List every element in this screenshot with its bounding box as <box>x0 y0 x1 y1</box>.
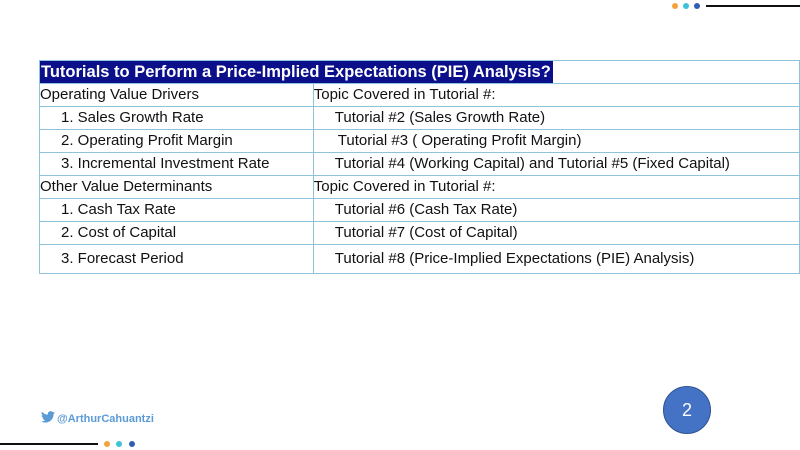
tutorial-reference: Tutorial #2 (Sales Growth Rate) <box>312 106 800 130</box>
section-heading: Operating Value Drivers <box>39 83 314 107</box>
section-heading-row: Other Value Determinants Topic Covered i… <box>39 175 800 199</box>
determinant-item: 1. Cash Tax Rate <box>39 198 314 222</box>
decoration-dot-blue <box>694 3 700 9</box>
column-heading: Topic Covered in Tutorial #: <box>312 83 800 107</box>
decoration-dot-cyan <box>116 441 122 447</box>
driver-item: 3. Incremental Investment Rate <box>39 152 314 176</box>
twitter-handle-text: @ArthurCahuantzi <box>57 412 154 425</box>
table-row: 2. Cost of Capital Tutorial #7 (Cost of … <box>39 221 800 245</box>
page-number: 2 <box>681 399 692 420</box>
determinant-item: 3. Forecast Period <box>39 244 314 274</box>
table-row: 3. Incremental Investment Rate Tutorial … <box>39 152 800 176</box>
bottom-decoration <box>0 440 140 448</box>
tutorial-reference: Tutorial #7 (Cost of Capital) <box>312 221 800 245</box>
page-number-badge: 2 <box>663 386 711 434</box>
section-heading: Other Value Determinants <box>39 175 314 199</box>
table-row: 1. Cash Tax Rate Tutorial #6 (Cash Tax R… <box>39 198 800 222</box>
decoration-dot-blue <box>129 441 135 447</box>
decoration-dot-orange <box>672 3 678 9</box>
column-heading: Topic Covered in Tutorial #: <box>312 175 800 199</box>
decoration-dot-cyan <box>683 3 689 9</box>
top-decoration <box>670 3 800 9</box>
table-title-cell: Tutorials to Perform a Price-Implied Exp… <box>39 60 800 84</box>
table-title-row: Tutorials to Perform a Price-Implied Exp… <box>39 60 800 84</box>
decoration-line <box>706 5 800 7</box>
determinant-item: 2. Cost of Capital <box>39 221 314 245</box>
twitter-handle[interactable]: @ArthurCahuantzi <box>41 411 154 426</box>
driver-item: 2. Operating Profit Margin <box>39 129 314 153</box>
driver-item: 1. Sales Growth Rate <box>39 106 314 130</box>
tutorial-reference: Tutorial #6 (Cash Tax Rate) <box>312 198 800 222</box>
table-row: 3. Forecast Period Tutorial #8 (Price-Im… <box>39 244 800 274</box>
table-title: Tutorials to Perform a Price-Implied Exp… <box>40 61 553 83</box>
tutorial-reference: Tutorial #8 (Price-Implied Expectations … <box>312 244 800 274</box>
twitter-bird-icon <box>41 411 55 426</box>
tutorials-table: Tutorials to Perform a Price-Implied Exp… <box>39 60 800 274</box>
decoration-dot-orange <box>104 441 110 447</box>
decoration-line <box>0 443 98 445</box>
table-row: 2. Operating Profit Margin Tutorial #3 (… <box>39 129 800 153</box>
tutorial-reference: Tutorial #4 (Working Capital) and Tutori… <box>312 152 800 176</box>
section-heading-row: Operating Value Drivers Topic Covered in… <box>39 83 800 107</box>
tutorial-reference: Tutorial #3 ( Operating Profit Margin) <box>312 129 800 153</box>
table-row: 1. Sales Growth Rate Tutorial #2 (Sales … <box>39 106 800 130</box>
